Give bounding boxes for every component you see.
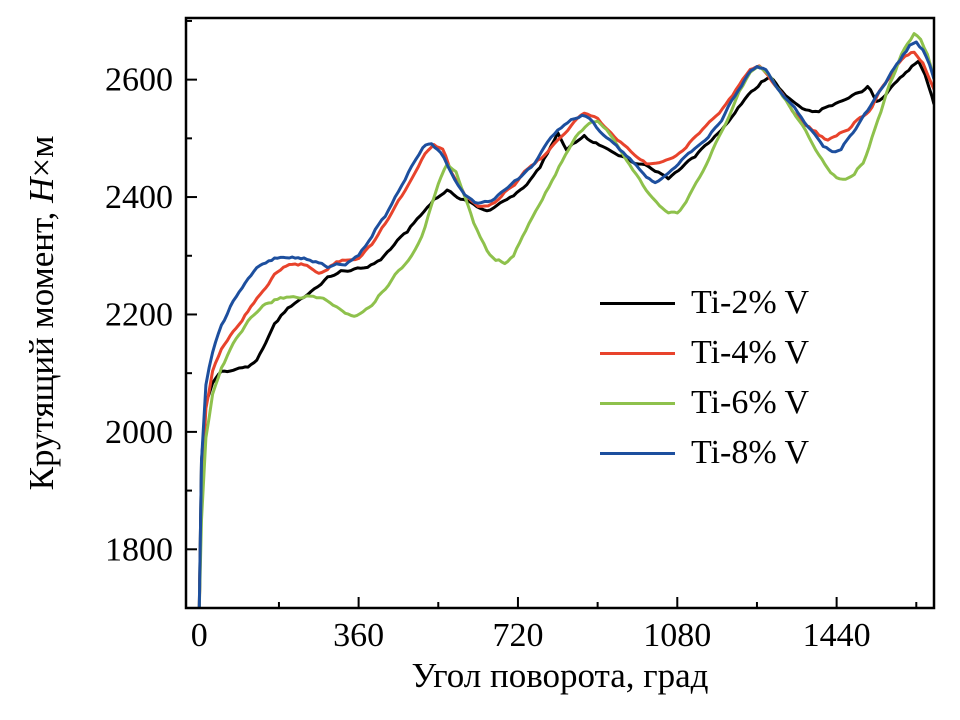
legend: Ti-2% V Ti-4% V Ti-6% V Ti-8% V (600, 278, 809, 478)
x-tick-label: 0 (191, 617, 208, 654)
series-line-ti-4-v (197, 50, 934, 608)
x-axis-label: Угол поворота, град (411, 656, 709, 695)
legend-label: Ti-4% V (691, 334, 810, 371)
x-tick-label: 360 (333, 617, 384, 654)
legend-item: Ti-6% V (600, 378, 809, 428)
y-axis-label: Крутящий момент, Н×м (22, 136, 62, 491)
legend-label: Ti-2% V (691, 284, 810, 321)
series-line-ti-8-v (197, 40, 934, 608)
legend-label: Ti-6% V (691, 384, 810, 421)
y-tick-label: 2400 (105, 179, 173, 216)
y-axis-label-prefix: Крутящий момент, (22, 202, 61, 491)
legend-swatch (600, 401, 675, 405)
y-axis-label-italic: Н (22, 177, 61, 203)
legend-swatch (600, 351, 675, 355)
plot-frame (184, 16, 936, 610)
legend-label: Ti-8% V (691, 434, 810, 471)
y-tick-label: 1800 (105, 531, 173, 568)
legend-swatch (600, 451, 675, 455)
x-tick-label: 1440 (803, 617, 871, 654)
legend-item: Ti-8% V (600, 428, 809, 478)
legend-swatch (600, 301, 675, 305)
series-line-ti-6-v (197, 32, 934, 608)
y-tick-label: 2200 (105, 296, 173, 333)
y-axis-label-suffix: ×м (22, 135, 61, 178)
y-tick-label: 2000 (105, 414, 173, 451)
legend-item: Ti-2% V (600, 278, 809, 328)
x-tick-label: 1080 (643, 617, 711, 654)
y-tick-label: 2600 (105, 62, 173, 99)
series-line-ti-2-v (197, 59, 934, 608)
x-tick-label: 720 (492, 617, 543, 654)
legend-item: Ti-4% V (600, 328, 809, 378)
